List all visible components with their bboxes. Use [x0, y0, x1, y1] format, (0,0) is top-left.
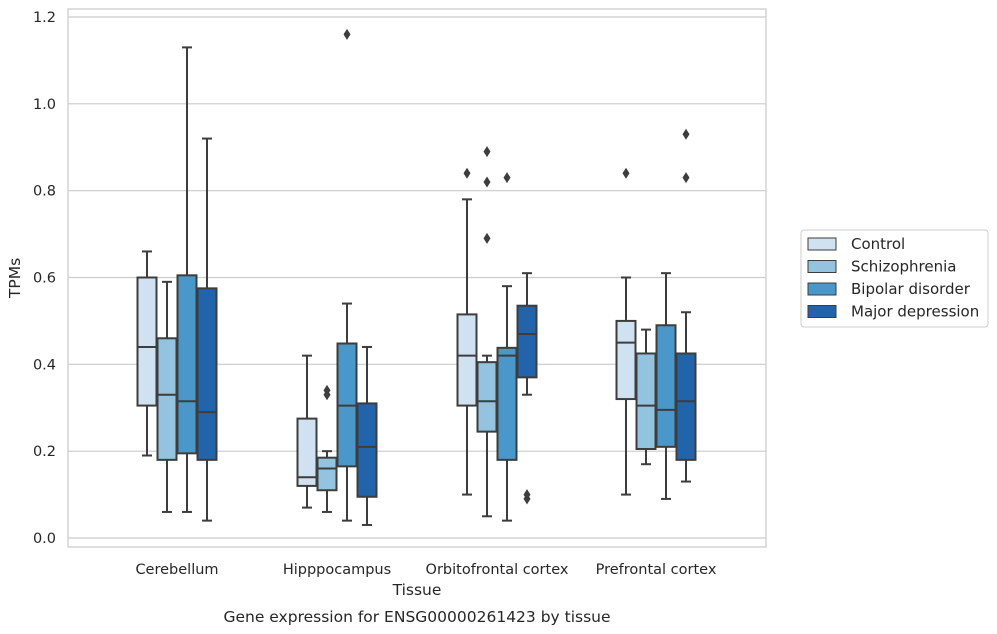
box: [516, 304, 538, 379]
box: [176, 274, 198, 455]
box: [635, 352, 657, 450]
box-group: [476, 146, 498, 518]
y-tick-label: 1.0: [33, 97, 56, 113]
x-tick-label: Orbitofrontal cortex: [426, 562, 569, 578]
box: [156, 337, 178, 461]
box-group: [296, 354, 318, 509]
y-tick-label: 0.2: [33, 444, 56, 460]
box-group: [136, 250, 158, 457]
box-group: [516, 272, 538, 505]
box: [476, 361, 498, 433]
legend-frame: [800, 229, 989, 328]
box: [296, 417, 318, 487]
x-tick-label: Cerebellum: [135, 562, 218, 578]
outlier-point: [483, 176, 491, 188]
box-group: [356, 345, 378, 526]
box-layer: [136, 28, 697, 526]
box: [496, 346, 518, 461]
x-tick-labels: Cerebellum Hipppocampus Orbitofrontal cort…: [135, 562, 716, 578]
legend-swatch: [807, 260, 837, 273]
legend-swatch: [807, 305, 837, 318]
box: [196, 287, 218, 461]
box-group: [156, 280, 178, 513]
box: [316, 456, 338, 492]
y-tick-label: 0.4: [33, 357, 56, 373]
x-tick-label: Prefrontal cortex: [596, 562, 717, 578]
box-group: [196, 137, 218, 522]
y-tick-labels: 0.0 0.2 0.4 0.6 0.8 1.0 1.2: [33, 10, 56, 547]
box-group: [316, 384, 338, 513]
outlier-point: [483, 146, 491, 158]
outlier-point: [343, 28, 351, 40]
box: [356, 402, 378, 498]
y-tick-label: 0.8: [33, 184, 56, 200]
outlier-point: [622, 167, 630, 179]
box-group: [635, 328, 657, 466]
y-axis-label: TPMs: [6, 258, 24, 299]
legend-label: Bipolar disorder: [851, 280, 971, 298]
box-group: [675, 128, 697, 483]
box-group: [176, 46, 198, 513]
box-group: [456, 167, 478, 496]
outlier-point: [682, 128, 690, 140]
outlier-point: [523, 489, 531, 501]
legend: Control Schizophrenia Bipolar disorder Majo…: [800, 229, 989, 328]
box: [655, 324, 677, 448]
y-tick-label: 1.2: [33, 10, 56, 26]
outlier-point: [463, 167, 471, 179]
y-tick-label: 0.6: [33, 271, 56, 287]
box-group: [655, 272, 677, 500]
outlier-point: [682, 172, 690, 184]
box: [456, 313, 478, 407]
legend-swatch: [807, 237, 837, 251]
outlier-point: [483, 232, 491, 244]
chart-caption: Gene expression for ENSG00000261423 by t…: [223, 608, 610, 626]
x-axis-label: Tissue: [392, 581, 442, 599]
outlier-point: [323, 384, 331, 396]
box: [675, 352, 697, 461]
outlier-point: [503, 172, 511, 184]
box: [136, 276, 158, 407]
box-group: [496, 172, 518, 522]
box-group: [336, 28, 358, 522]
x-tick-label: Hipppocampus: [283, 562, 391, 578]
box-group: [615, 167, 637, 496]
legend-swatch: [807, 282, 837, 296]
legend-label: Schizophrenia: [851, 258, 956, 276]
legend-label: Control: [851, 235, 905, 253]
box: [615, 319, 637, 401]
legend-label: Major depression: [851, 303, 979, 321]
plot-frame: [67, 8, 767, 548]
y-tick-label: 0.0: [33, 531, 56, 547]
